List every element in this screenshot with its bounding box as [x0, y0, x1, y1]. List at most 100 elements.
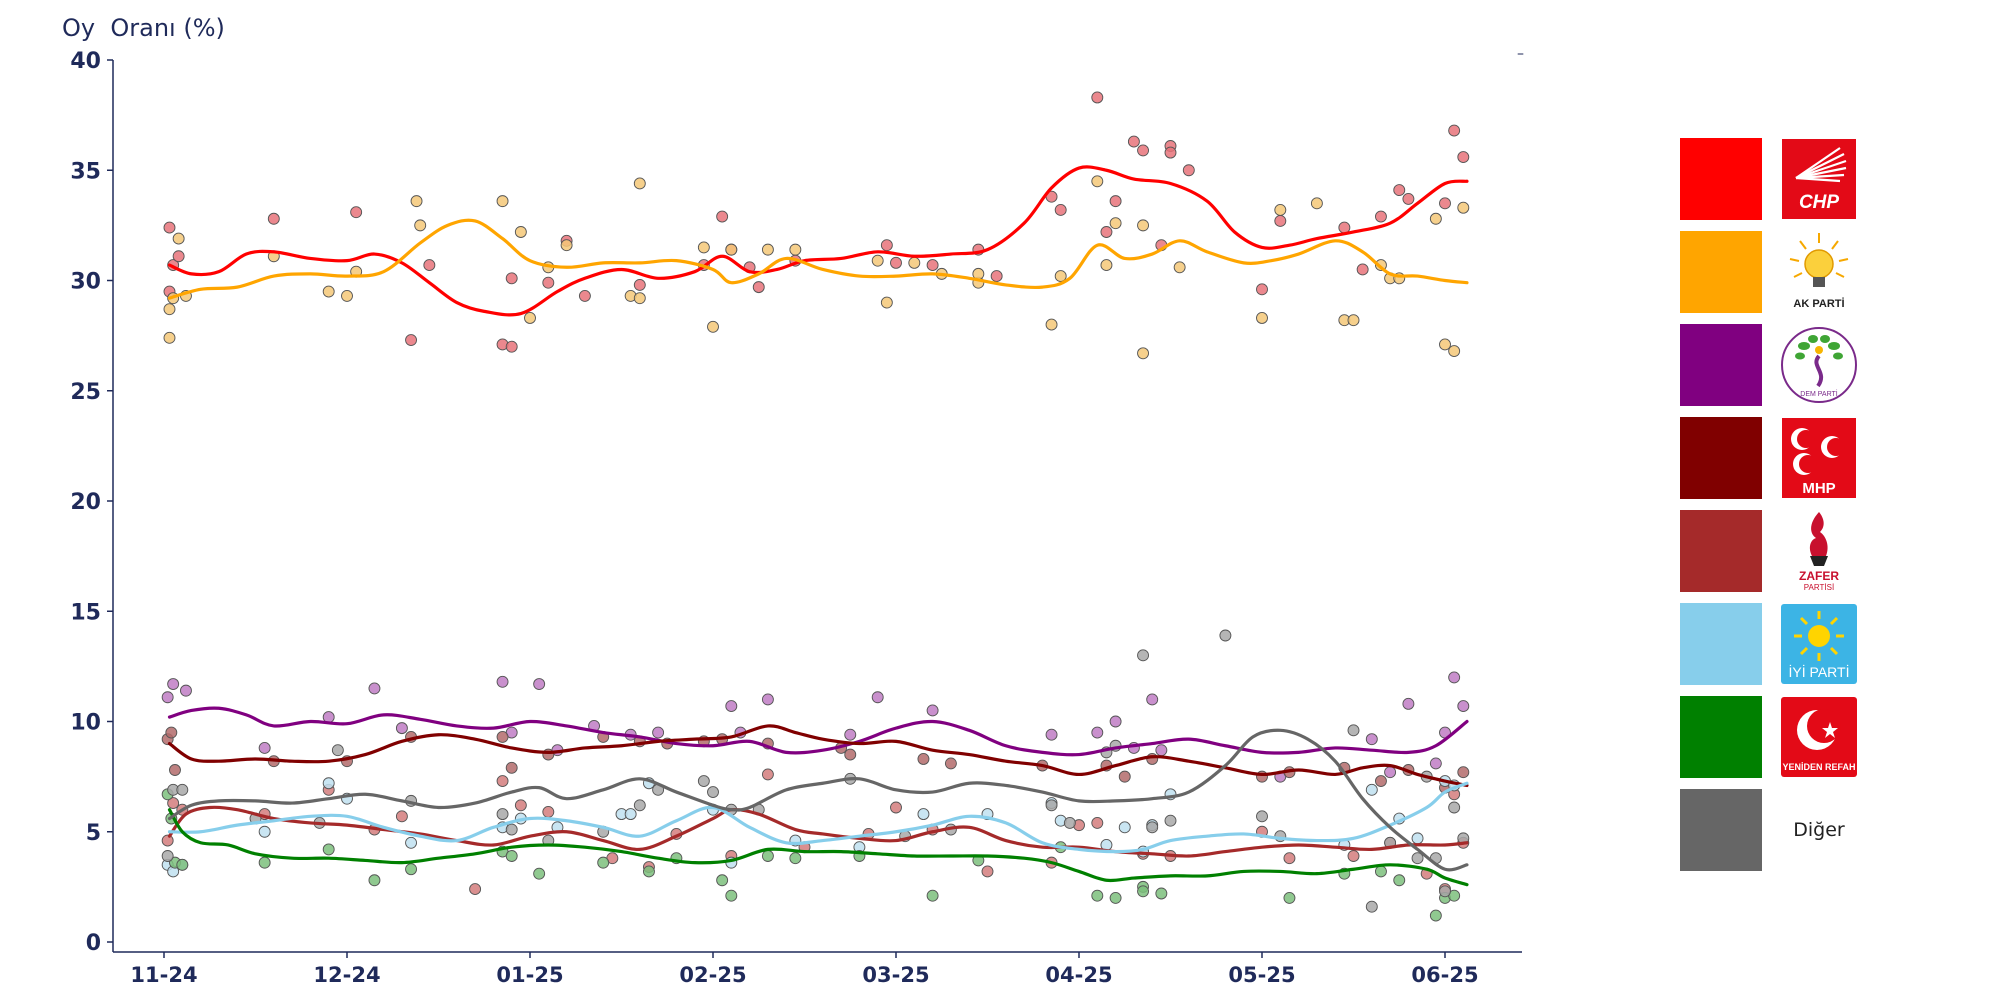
- data-point: [926, 889, 939, 902]
- data-point: [1256, 810, 1268, 823]
- data-point: [1091, 91, 1104, 104]
- data-point: [161, 691, 174, 704]
- data-point: [707, 320, 719, 333]
- data-point: [1365, 783, 1378, 796]
- data-point: [1374, 865, 1387, 878]
- data-point: [505, 272, 518, 285]
- trend-line-i-yi-parti-: [167, 781, 1469, 854]
- data-point: [944, 757, 957, 770]
- crescent-star-icon: YENİDEN REFAH: [1781, 697, 1857, 777]
- data-point: [1256, 283, 1268, 296]
- data-point: [716, 874, 729, 887]
- trend-line-chp: [167, 165, 1469, 317]
- legend-item-yenidenrefah: YENİDEN REFAH: [1680, 696, 1860, 778]
- legend-swatch-zafer: [1680, 510, 1762, 592]
- logo-text-zafer: ZAFER: [1799, 569, 1839, 583]
- corner-mark: –: [1517, 46, 1524, 62]
- data-point: [505, 340, 518, 353]
- data-point: [322, 777, 335, 790]
- data-point: [633, 177, 646, 190]
- data-point: [1448, 801, 1461, 814]
- data-point: [578, 289, 591, 302]
- sun-icon: İYİ PARTİ: [1781, 604, 1857, 684]
- legend-label-diger: Diğer: [1793, 819, 1845, 841]
- data-point: [165, 726, 178, 739]
- data-point: [789, 243, 802, 256]
- tree-figure-icon: DEM PARTİ: [1781, 327, 1857, 403]
- data-point: [560, 239, 573, 252]
- data-point: [1137, 144, 1150, 157]
- legend-swatch-mhp: [1680, 417, 1762, 499]
- legend-swatch-diger: [1680, 789, 1762, 871]
- data-point: [1100, 226, 1113, 238]
- data-point: [1457, 766, 1470, 779]
- y-axis-title: Oy Oranı (%): [62, 14, 225, 42]
- data-point: [469, 883, 482, 896]
- data-point: [1448, 345, 1461, 358]
- data-point: [533, 867, 546, 880]
- data-point: [1411, 852, 1424, 865]
- data-point: [410, 195, 423, 208]
- data-point: [167, 797, 180, 810]
- data-point: [1219, 629, 1232, 642]
- data-point: [1091, 816, 1104, 829]
- data-point: [514, 226, 527, 238]
- logo-text-akparti: AK PARTİ: [1793, 297, 1844, 310]
- legend-item-akparti: AK PARTİ: [1680, 231, 1860, 313]
- three-crescents-icon: MHP: [1782, 418, 1856, 498]
- data-point: [697, 775, 710, 787]
- data-point: [725, 889, 738, 902]
- data-point: [542, 276, 555, 289]
- data-point: [1448, 671, 1461, 684]
- data-point: [1118, 770, 1131, 783]
- data-point: [496, 675, 509, 688]
- x-tick-label: 02-25: [679, 963, 746, 987]
- torch-icon: ZAFER PARTİSİ: [1799, 512, 1839, 592]
- data-point: [1457, 201, 1470, 214]
- data-point: [871, 254, 884, 267]
- data-point: [169, 764, 181, 776]
- data-point: [161, 850, 174, 862]
- data-point: [1045, 318, 1058, 331]
- data-point: [1274, 215, 1287, 227]
- legend-swatch-chp: [1680, 138, 1762, 220]
- trend-lines: [167, 165, 1469, 887]
- data-point: [652, 726, 665, 739]
- data-point: [496, 730, 509, 743]
- data-point: [496, 195, 509, 208]
- legend-item-mhp: MHP: [1680, 417, 1860, 499]
- data-point: [844, 748, 857, 761]
- data-point: [267, 212, 280, 225]
- logo-subtext-zafer: PARTİSİ: [1804, 583, 1834, 592]
- data-point: [1393, 184, 1406, 197]
- data-point: [1356, 263, 1369, 276]
- data-point: [1054, 203, 1067, 216]
- data-point: [624, 808, 637, 821]
- logo-text-yenidenrefah: YENİDEN REFAH: [1782, 762, 1855, 772]
- x-tick-label: 06-25: [1411, 963, 1478, 987]
- data-point: [161, 834, 174, 847]
- data-point: [697, 241, 710, 254]
- data-point: [167, 678, 180, 690]
- data-point: [1137, 885, 1150, 898]
- data-point: [258, 856, 271, 869]
- data-point: [1045, 799, 1058, 812]
- trend-line-di-er: [167, 728, 1469, 872]
- data-point: [761, 768, 774, 781]
- legend-swatch-demparti: [1680, 324, 1762, 406]
- data-point: [761, 850, 774, 862]
- data-point: [1155, 887, 1168, 900]
- data-point: [496, 775, 509, 787]
- data-point: [1109, 217, 1122, 230]
- data-point: [395, 722, 408, 735]
- x-tick-label: 01-25: [496, 963, 563, 987]
- data-point: [1365, 733, 1378, 746]
- data-point: [405, 863, 417, 876]
- data-point: [1091, 889, 1104, 902]
- data-point: [1429, 757, 1442, 770]
- data-points: [161, 91, 1470, 922]
- y-tick-label: 30: [70, 270, 101, 295]
- data-point: [761, 243, 774, 256]
- data-point: [926, 259, 939, 272]
- data-point: [1100, 259, 1113, 272]
